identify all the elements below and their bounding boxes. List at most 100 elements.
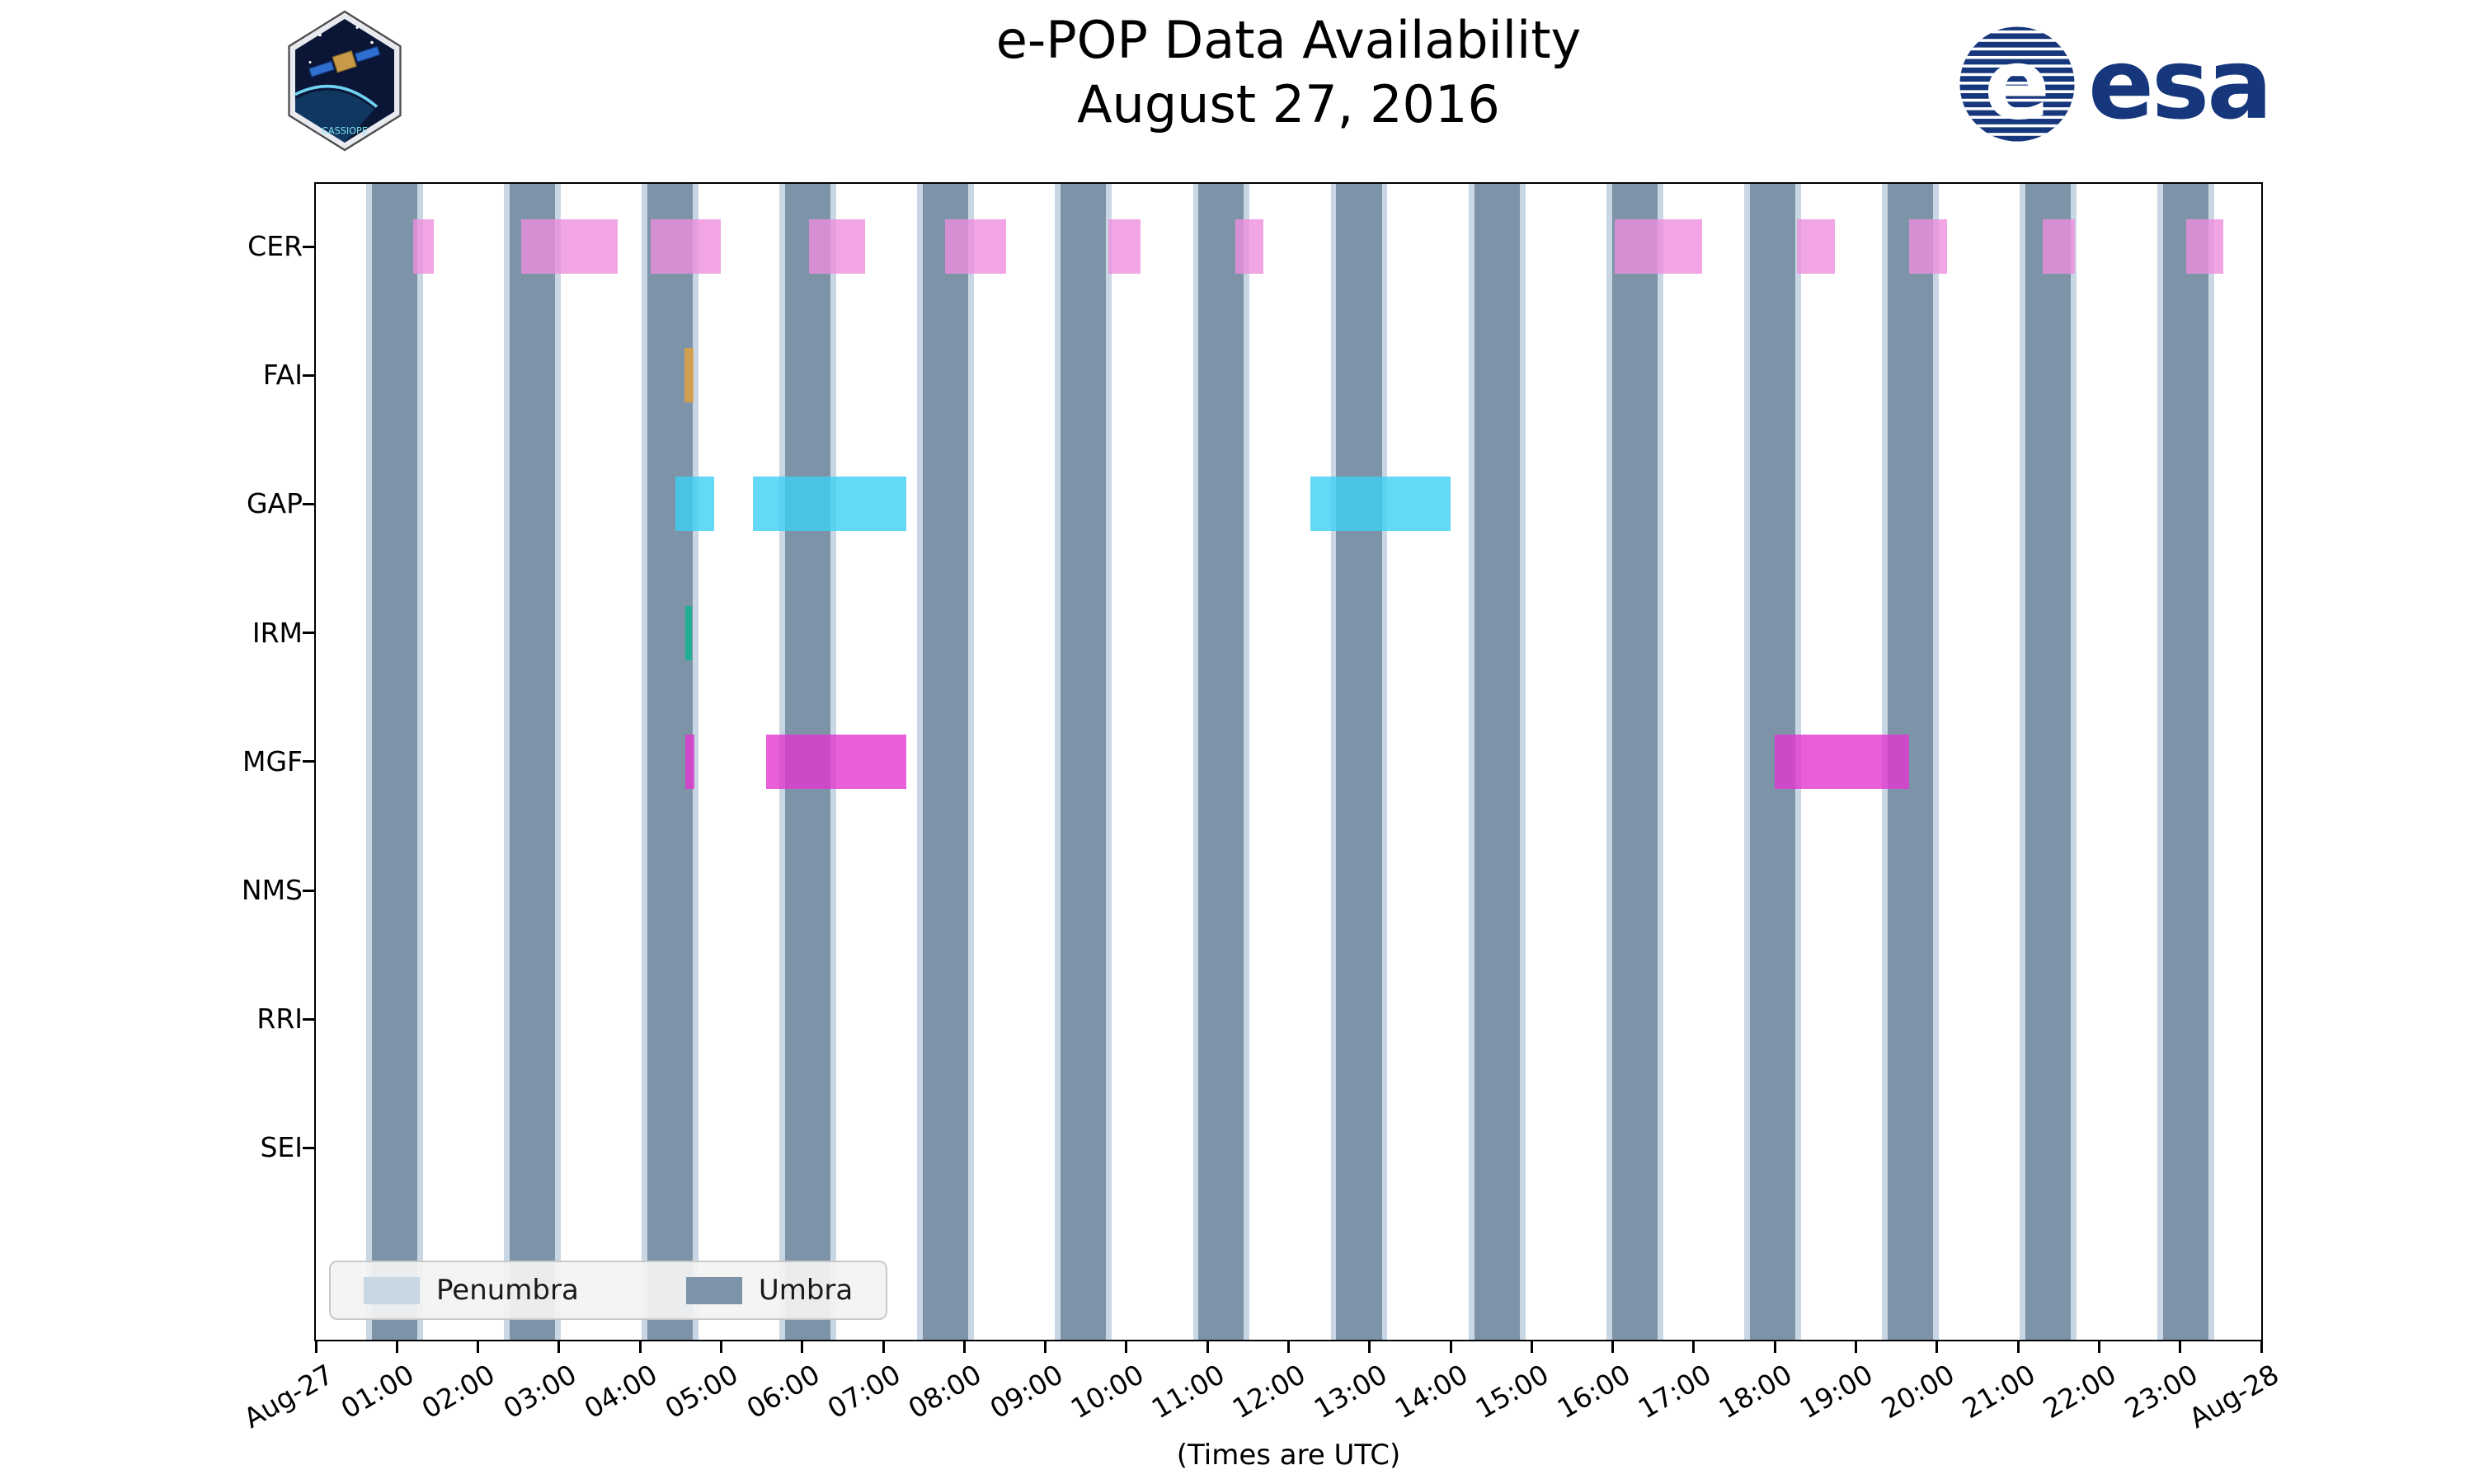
x-tick-mark (2260, 1341, 2263, 1353)
x-tick-mark (1611, 1341, 1615, 1353)
x-tick-label: 02:00 (416, 1358, 501, 1425)
y-tick-label-nms: NMS (241, 874, 303, 906)
umbra-band (1061, 184, 1107, 1340)
availability-bar-cer (520, 219, 618, 274)
esa-wordmark: esa (2088, 27, 2273, 141)
x-tick-mark (719, 1341, 722, 1353)
y-tick-label-irm: IRM (252, 616, 303, 649)
x-tick-mark (882, 1341, 885, 1353)
x-tick-mark (1287, 1341, 1290, 1353)
penumbra-label: Penumbra (436, 1274, 579, 1307)
x-tick-label: 10:00 (1065, 1358, 1150, 1425)
cassiope-patch-graphic: CASSIOPE (288, 10, 402, 152)
availability-bar-cer (944, 219, 1007, 274)
availability-bar-mgf (685, 734, 694, 789)
y-tick-label-sei: SEI (260, 1131, 303, 1164)
esa-logo: e esa (1956, 21, 2273, 147)
cassiope-patch-label: CASSIOPE (322, 126, 368, 137)
x-tick-label: 12:00 (1227, 1358, 1311, 1425)
x-tick-label: 16:00 (1551, 1358, 1636, 1425)
umbra-band (923, 184, 969, 1340)
x-tick-mark (2179, 1341, 2182, 1353)
y-tick-mark (303, 245, 314, 248)
umbra-band (1336, 184, 1382, 1340)
x-tick-mark (801, 1341, 804, 1353)
legend-item-penumbra: Penumbra (364, 1274, 579, 1307)
umbra-band (2025, 184, 2071, 1340)
availability-bar-cer (412, 219, 434, 274)
availability-bar-cer (1614, 219, 1702, 274)
availability-bar-cer (1235, 219, 1264, 274)
x-tick-label: 17:00 (1632, 1358, 1717, 1425)
x-axis-label: (Times are UTC) (1176, 1439, 1401, 1472)
plot-area (314, 182, 2263, 1341)
availability-bar-cer (1796, 219, 1835, 274)
x-tick-mark (638, 1341, 642, 1353)
y-tick-mark (303, 502, 314, 505)
y-tick-label-fai: FAI (262, 359, 303, 392)
umbra-band (1198, 184, 1244, 1340)
y-tick-label-cer: CER (247, 230, 303, 262)
umbra-label: Umbra (758, 1274, 854, 1307)
penumbra-swatch (364, 1276, 420, 1304)
x-tick-mark (1855, 1341, 1858, 1353)
availability-bar-mgf (765, 734, 906, 789)
x-tick-label: 19:00 (1794, 1358, 1879, 1425)
x-tick-label: 18:00 (1713, 1358, 1798, 1425)
x-tick-mark (1773, 1341, 1776, 1353)
x-tick-label: 14:00 (1389, 1358, 1474, 1425)
x-tick-label: 06:00 (741, 1358, 825, 1425)
y-tick-label-gap: GAP (246, 487, 303, 520)
x-tick-mark (477, 1341, 480, 1353)
x-tick-label: 07:00 (821, 1358, 906, 1425)
x-tick-label: 09:00 (984, 1358, 1069, 1425)
chart-subtitle: August 27, 2016 (1077, 74, 1500, 134)
x-tick-label: 01:00 (335, 1358, 420, 1425)
x-tick-label: 08:00 (902, 1358, 987, 1425)
x-tick-label: 11:00 (1145, 1358, 1230, 1425)
x-tick-label: 05:00 (660, 1358, 744, 1425)
x-tick-mark (395, 1341, 398, 1353)
chart-title-block: e-POP Data Availability August 27, 2016 (314, 8, 2263, 137)
x-tick-mark (962, 1341, 966, 1353)
x-tick-mark (557, 1341, 561, 1353)
x-tick-mark (1044, 1341, 1047, 1353)
x-tick-label: Aug-27 (238, 1358, 339, 1435)
x-tick-label: 21:00 (1956, 1358, 2041, 1425)
y-tick-mark (303, 889, 314, 892)
availability-bar-fai (684, 348, 694, 403)
y-tick-label-rri: RRI (256, 1003, 303, 1036)
x-tick-mark (314, 1341, 317, 1353)
x-tick-label: 20:00 (1875, 1358, 1960, 1425)
x-tick-mark (1125, 1341, 1128, 1353)
legend-item-umbra: Umbra (685, 1274, 854, 1307)
legend: Penumbra Umbra (329, 1261, 888, 1320)
umbra-swatch (685, 1276, 742, 1304)
y-tick-mark (303, 1146, 314, 1149)
y-tick-label-mgf: MGF (242, 744, 303, 777)
x-tick-mark (1692, 1341, 1696, 1353)
umbra-band (1611, 184, 1658, 1340)
x-tick-mark (1206, 1341, 1209, 1353)
y-tick-mark (303, 632, 314, 635)
umbra-band (371, 184, 417, 1340)
availability-bar-cer (650, 219, 722, 274)
x-tick-mark (1449, 1341, 1452, 1353)
y-tick-mark (303, 1017, 314, 1021)
esa-globe-icon: e (1959, 26, 2075, 142)
availability-bar-cer (2042, 219, 2075, 274)
x-tick-mark (1530, 1341, 1533, 1353)
availability-bar-cer (1108, 219, 1141, 274)
availability-bar-cer (1909, 219, 1947, 274)
x-tick-mark (1368, 1341, 1371, 1353)
x-tick-label: 15:00 (1470, 1358, 1554, 1425)
availability-bar-mgf (1775, 734, 1910, 789)
x-tick-label: 04:00 (578, 1358, 663, 1425)
x-tick-mark (2097, 1341, 2100, 1353)
y-tick-mark (303, 373, 314, 377)
availability-bar-gap (752, 477, 906, 532)
x-tick-label: 22:00 (2038, 1358, 2122, 1425)
x-tick-mark (2016, 1341, 2020, 1353)
y-tick-mark (303, 760, 314, 763)
